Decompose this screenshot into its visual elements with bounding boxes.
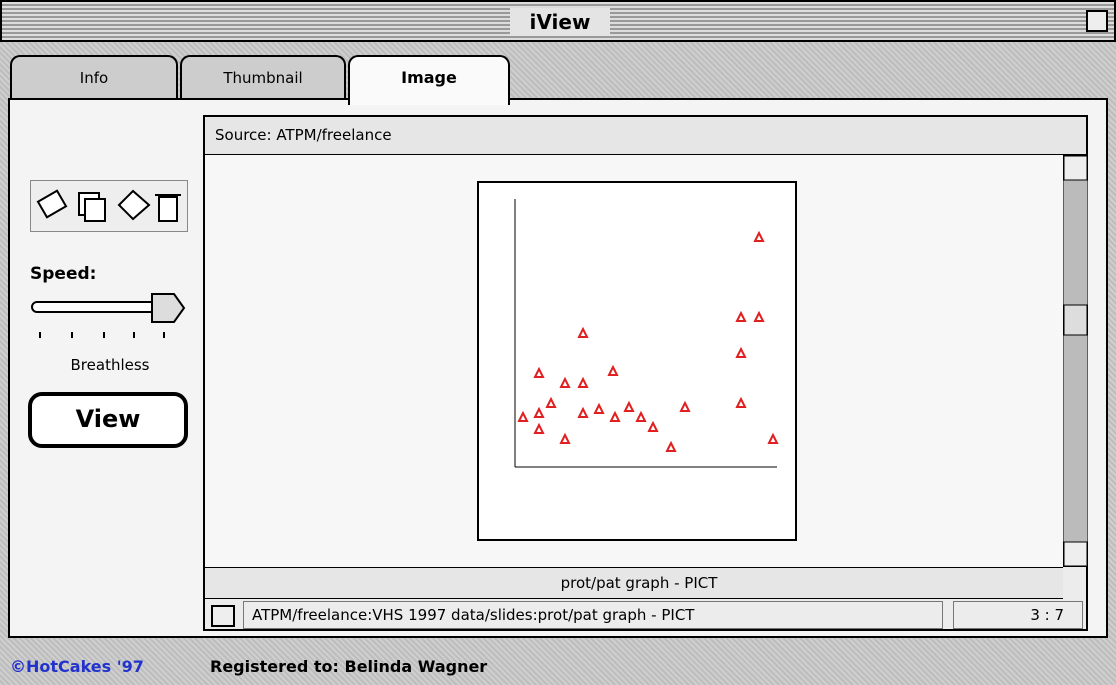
icons (31, 181, 187, 231)
title-bar: iView (0, 0, 1116, 42)
view-button[interactable]: View (28, 392, 188, 448)
window: iView Info Thumbnail Image Speed: Breath… (0, 0, 1116, 685)
viewer: Source: ATPM/freelance prot/pat graph - … (203, 115, 1088, 631)
speed-label: Speed: (30, 264, 96, 284)
speed-slider[interactable] (30, 290, 190, 340)
source-bar: Source: ATPM/freelance (205, 117, 1086, 155)
scrollbar[interactable] (1063, 155, 1088, 567)
window-title: iView (510, 8, 610, 36)
copyright: ©HotCakes '97 (10, 648, 144, 685)
image-thumbnail (477, 181, 797, 541)
zoom-box[interactable] (1086, 10, 1108, 32)
toolbar-icons[interactable] (30, 180, 188, 232)
tab[interactable]: Info (10, 55, 178, 100)
footer: ©HotCakes '97 Registered to: Belinda Wag… (0, 648, 1116, 685)
tab-active[interactable]: Image (348, 55, 510, 105)
tab[interactable]: Thumbnail (180, 55, 346, 100)
registration: Registered to: Belinda Wagner (210, 648, 487, 685)
path-field: ATPM/freelance:VHS 1997 data/slides:prot… (243, 601, 943, 629)
info-toggle[interactable] (211, 605, 235, 627)
image-area (205, 155, 1063, 567)
speed-setting: Breathless (30, 356, 190, 374)
counter: 3 : 7 (953, 601, 1083, 629)
caption-bar: prot/pat graph - PICT (205, 567, 1063, 599)
